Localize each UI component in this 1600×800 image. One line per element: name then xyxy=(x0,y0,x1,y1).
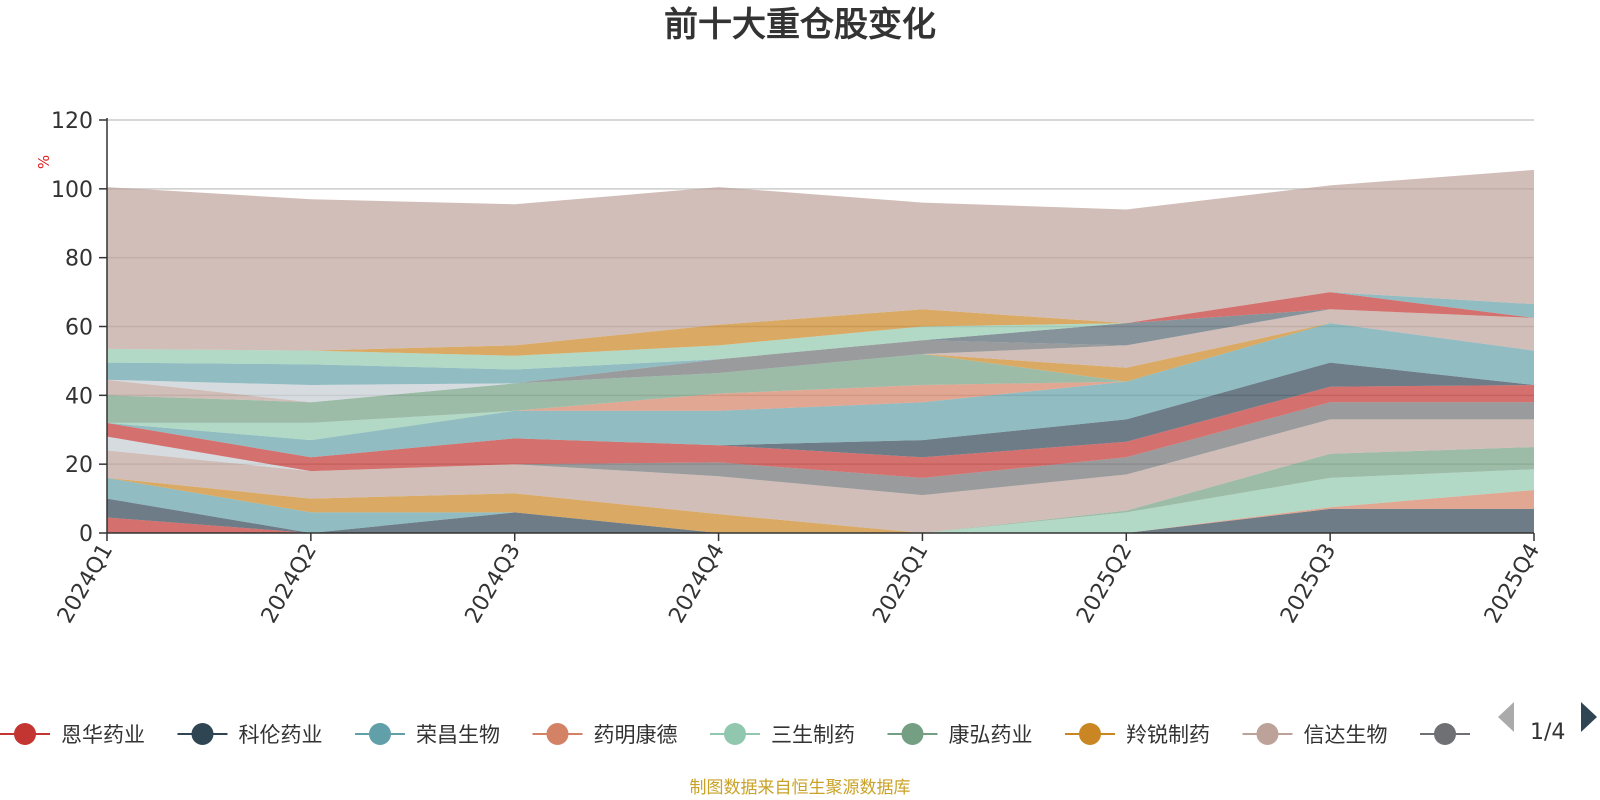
legend-label: 信达生物 xyxy=(1304,723,1388,747)
y-tick-label: 60 xyxy=(65,316,93,341)
area-series-8 xyxy=(107,402,1534,496)
area-series-12 xyxy=(107,362,1534,458)
legend-circle-marker xyxy=(901,723,924,745)
y-tick-label: 100 xyxy=(51,178,93,203)
area-series-15 xyxy=(107,323,1534,441)
area-series-23 xyxy=(107,292,1534,385)
legend-next-page-icon[interactable] xyxy=(1581,702,1597,732)
legend-circle-marker xyxy=(1079,723,1101,745)
source-note: 制图数据来自恒生聚源数据库 xyxy=(690,778,911,798)
legend-label: 科伦药业 xyxy=(239,723,323,747)
legend-item[interactable]: 药明康德 xyxy=(532,723,678,747)
legend-circle-marker xyxy=(1256,723,1279,745)
area-series-24 xyxy=(107,292,1534,370)
x-tick-label: 2025Q1 xyxy=(868,540,933,628)
legend-prev-page-icon[interactable] xyxy=(1498,702,1514,732)
legend-page-indicator: 1/4 xyxy=(1530,720,1565,745)
legend-pager: 1/4 xyxy=(1498,702,1597,745)
area-series-6 xyxy=(107,447,1534,533)
area-series-4 xyxy=(107,469,1534,533)
chart-title: 前十大重仓股变化 xyxy=(664,5,936,45)
x-tick-label: 2024Q3 xyxy=(461,540,526,628)
legend-circle-marker xyxy=(14,723,36,745)
legend-label: 羚锐制药 xyxy=(1126,723,1210,747)
legend-label: 荣昌生物 xyxy=(416,723,500,747)
y-axis-unit: % xyxy=(35,155,53,169)
area-series-11 xyxy=(107,385,1534,478)
legend-item[interactable]: 荣昌生物 xyxy=(355,723,500,747)
area-series-0 xyxy=(107,517,1534,533)
legend-circle-marker xyxy=(191,723,214,745)
area-series-18 xyxy=(107,309,1534,403)
x-tick-label: 2025Q4 xyxy=(1480,540,1545,628)
area-series-7 xyxy=(107,419,1534,533)
area-series-5 xyxy=(107,447,1534,533)
legend-item[interactable]: 康弘药业 xyxy=(887,723,1033,747)
area-series-16 xyxy=(107,323,1534,423)
legend-item[interactable]: 石药集团 xyxy=(1420,723,1565,747)
area-series-20 xyxy=(107,309,1534,403)
area-series-26 xyxy=(107,169,1534,351)
legend-label: 三生制药 xyxy=(771,723,855,747)
x-tick-label: 2024Q1 xyxy=(53,540,118,628)
y-tick-label: 40 xyxy=(65,384,93,409)
x-tick-label: 2024Q4 xyxy=(664,540,729,628)
area-series-13 xyxy=(107,323,1534,458)
area-series-21 xyxy=(107,309,1534,403)
x-tick-label: 2025Q2 xyxy=(1072,540,1137,628)
legend-item[interactable]: 恩华药业 xyxy=(0,723,145,747)
legend-circle-marker xyxy=(724,723,746,745)
legend-label: 康弘药业 xyxy=(949,723,1033,747)
area-series-25 xyxy=(107,292,1534,356)
legend-item[interactable]: 羚锐制药 xyxy=(1065,723,1210,747)
area-series xyxy=(107,169,1534,533)
y-tick-label: 80 xyxy=(65,247,93,272)
y-tick-label: 20 xyxy=(65,453,93,478)
legend: 恩华药业 科伦药业 荣昌生物 药明康德 三生制药 康弘药业 羚锐制药 信达生物 石药集团 xyxy=(0,723,1565,747)
legend-label: 恩华药业 xyxy=(61,723,145,747)
legend-circle-marker xyxy=(369,723,391,745)
area-series-19 xyxy=(107,309,1534,403)
legend-item[interactable]: 信达生物 xyxy=(1242,723,1388,747)
legend-item[interactable]: 三生制药 xyxy=(710,723,855,747)
x-tick-label: 2024Q2 xyxy=(257,540,322,628)
legend-circle-marker xyxy=(546,723,569,745)
legend-item[interactable]: 科伦药业 xyxy=(177,723,323,747)
y-tick-label: 0 xyxy=(79,522,93,547)
legend-circle-marker xyxy=(1434,723,1456,745)
y-tick-label: 120 xyxy=(51,109,93,134)
area-series-22 xyxy=(107,292,1534,385)
x-tick-label: 2025Q3 xyxy=(1276,540,1341,628)
area-series-1 xyxy=(107,498,1534,533)
legend-label: 药明康德 xyxy=(594,723,678,747)
